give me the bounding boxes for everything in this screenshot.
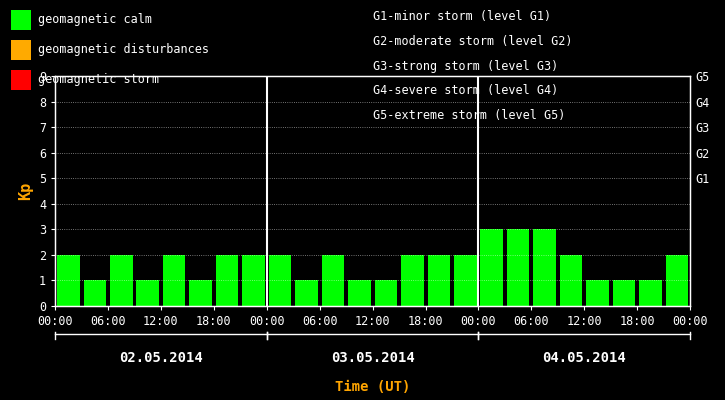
Bar xyxy=(269,255,291,306)
Bar xyxy=(57,255,80,306)
Text: geomagnetic storm: geomagnetic storm xyxy=(38,74,160,86)
Bar xyxy=(110,255,133,306)
Text: G3-strong storm (level G3): G3-strong storm (level G3) xyxy=(373,60,559,73)
Text: 04.05.2014: 04.05.2014 xyxy=(542,351,626,365)
Text: Time (UT): Time (UT) xyxy=(335,380,410,394)
Y-axis label: Kp: Kp xyxy=(18,182,33,200)
Text: geomagnetic calm: geomagnetic calm xyxy=(38,14,152,26)
Bar xyxy=(348,280,370,306)
Bar xyxy=(587,280,609,306)
Bar xyxy=(189,280,212,306)
Text: G2-moderate storm (level G2): G2-moderate storm (level G2) xyxy=(373,35,573,48)
Text: geomagnetic disturbances: geomagnetic disturbances xyxy=(38,44,210,56)
Bar xyxy=(454,255,476,306)
Bar xyxy=(136,280,159,306)
Bar xyxy=(639,280,662,306)
Text: 02.05.2014: 02.05.2014 xyxy=(119,351,203,365)
Text: G4-severe storm (level G4): G4-severe storm (level G4) xyxy=(373,84,559,98)
Text: 03.05.2014: 03.05.2014 xyxy=(331,351,415,365)
Text: G5-extreme storm (level G5): G5-extreme storm (level G5) xyxy=(373,109,566,122)
Bar xyxy=(613,280,635,306)
Bar xyxy=(507,229,529,306)
Bar xyxy=(666,255,688,306)
Bar xyxy=(295,280,318,306)
Text: G1-minor storm (level G1): G1-minor storm (level G1) xyxy=(373,10,552,23)
Bar xyxy=(534,229,556,306)
Bar xyxy=(560,255,582,306)
Bar xyxy=(375,280,397,306)
Bar xyxy=(322,255,344,306)
Bar xyxy=(163,255,186,306)
Bar xyxy=(401,255,423,306)
Bar xyxy=(481,229,503,306)
Bar xyxy=(83,280,106,306)
Bar xyxy=(216,255,239,306)
Bar xyxy=(242,255,265,306)
Bar xyxy=(428,255,450,306)
